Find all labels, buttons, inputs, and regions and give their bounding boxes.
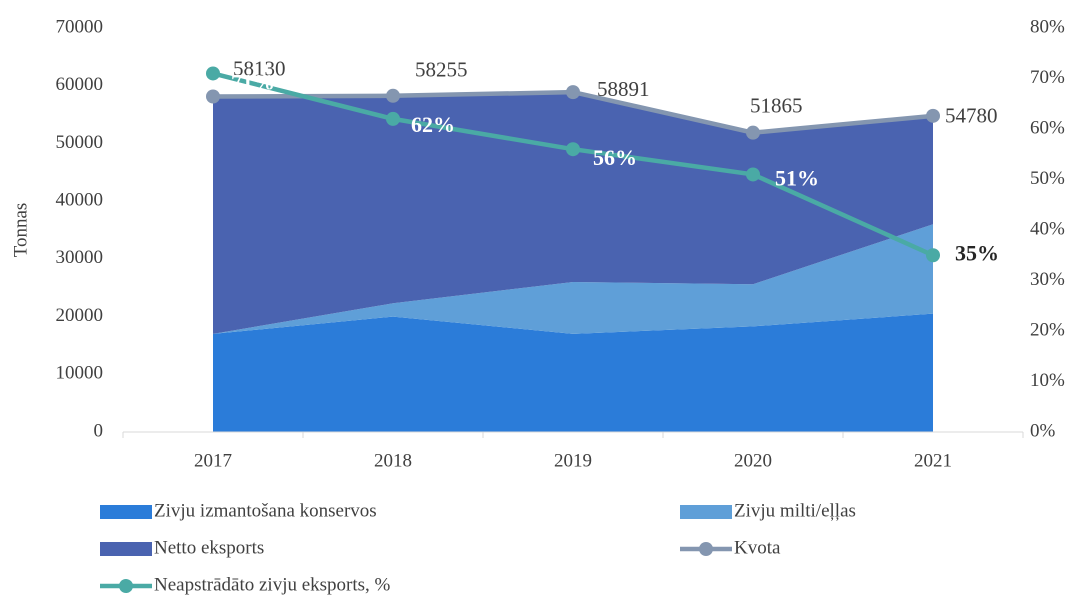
y2-tick-label: 30%	[1030, 269, 1065, 290]
y2-tick-label: 10%	[1030, 370, 1065, 391]
legend-label: Neapstrādāto zivju eksports, %	[154, 574, 391, 595]
x-tick-label: 2021	[914, 450, 952, 471]
y2-tick-label: 50%	[1030, 168, 1065, 189]
y-tick-label: 10000	[56, 363, 104, 384]
y-tick-label: 70000	[56, 16, 104, 37]
marker	[386, 88, 400, 103]
x-tick-label: 2018	[374, 450, 412, 471]
y-tick-label: 50000	[56, 132, 104, 153]
area	[213, 313, 933, 432]
marker	[566, 142, 580, 157]
x-tick-label: 2020	[734, 450, 772, 471]
marker	[746, 167, 760, 182]
data-label: 35%	[955, 240, 999, 265]
y2-tick-label: 40%	[1030, 218, 1065, 239]
marker	[926, 248, 940, 263]
y2-tick-label: 80%	[1030, 16, 1065, 37]
legend-label: Zivju milti/eļļas	[734, 500, 856, 521]
legend-label: Kvota	[734, 537, 781, 558]
legend-swatch	[100, 542, 152, 556]
marker	[206, 66, 220, 81]
data-label: 58130	[233, 56, 286, 80]
marker	[746, 125, 760, 140]
data-label: 51%	[775, 165, 819, 190]
legend-label: Netto eksports	[154, 537, 264, 558]
x-tick-label: 2019	[554, 450, 592, 471]
y-tick-label: 0	[94, 420, 104, 441]
y-tick-label: 30000	[56, 247, 104, 268]
marker	[566, 85, 580, 100]
y-tick-label: 60000	[56, 74, 104, 95]
legend-label: Zivju izmantošana konservos	[154, 500, 377, 521]
data-label: 51865	[750, 93, 803, 117]
y2-tick-label: 70%	[1030, 67, 1065, 88]
data-label: 58891	[597, 77, 650, 101]
marker	[926, 108, 940, 123]
data-label: 58255	[415, 58, 468, 82]
legend-swatch	[680, 505, 732, 519]
area	[213, 224, 933, 334]
area	[213, 92, 933, 334]
y-tick-label: 40000	[56, 190, 104, 211]
marker	[386, 111, 400, 126]
data-label: 62%	[411, 112, 455, 137]
data-label: 56%	[593, 145, 637, 170]
y2-tick-label: 0%	[1030, 420, 1056, 441]
marker	[206, 89, 220, 104]
y2-tick-label: 60%	[1030, 117, 1065, 138]
y-axis-title: Tonnas	[10, 203, 31, 258]
legend-swatch	[100, 505, 152, 519]
x-tick-label: 2017	[194, 450, 232, 471]
y2-tick-label: 20%	[1030, 319, 1065, 340]
legend-swatch	[699, 542, 713, 556]
legend-swatch	[119, 579, 133, 593]
data-label: 71%	[231, 69, 275, 94]
y-tick-label: 20000	[56, 305, 104, 326]
data-label: 54780	[945, 104, 998, 128]
